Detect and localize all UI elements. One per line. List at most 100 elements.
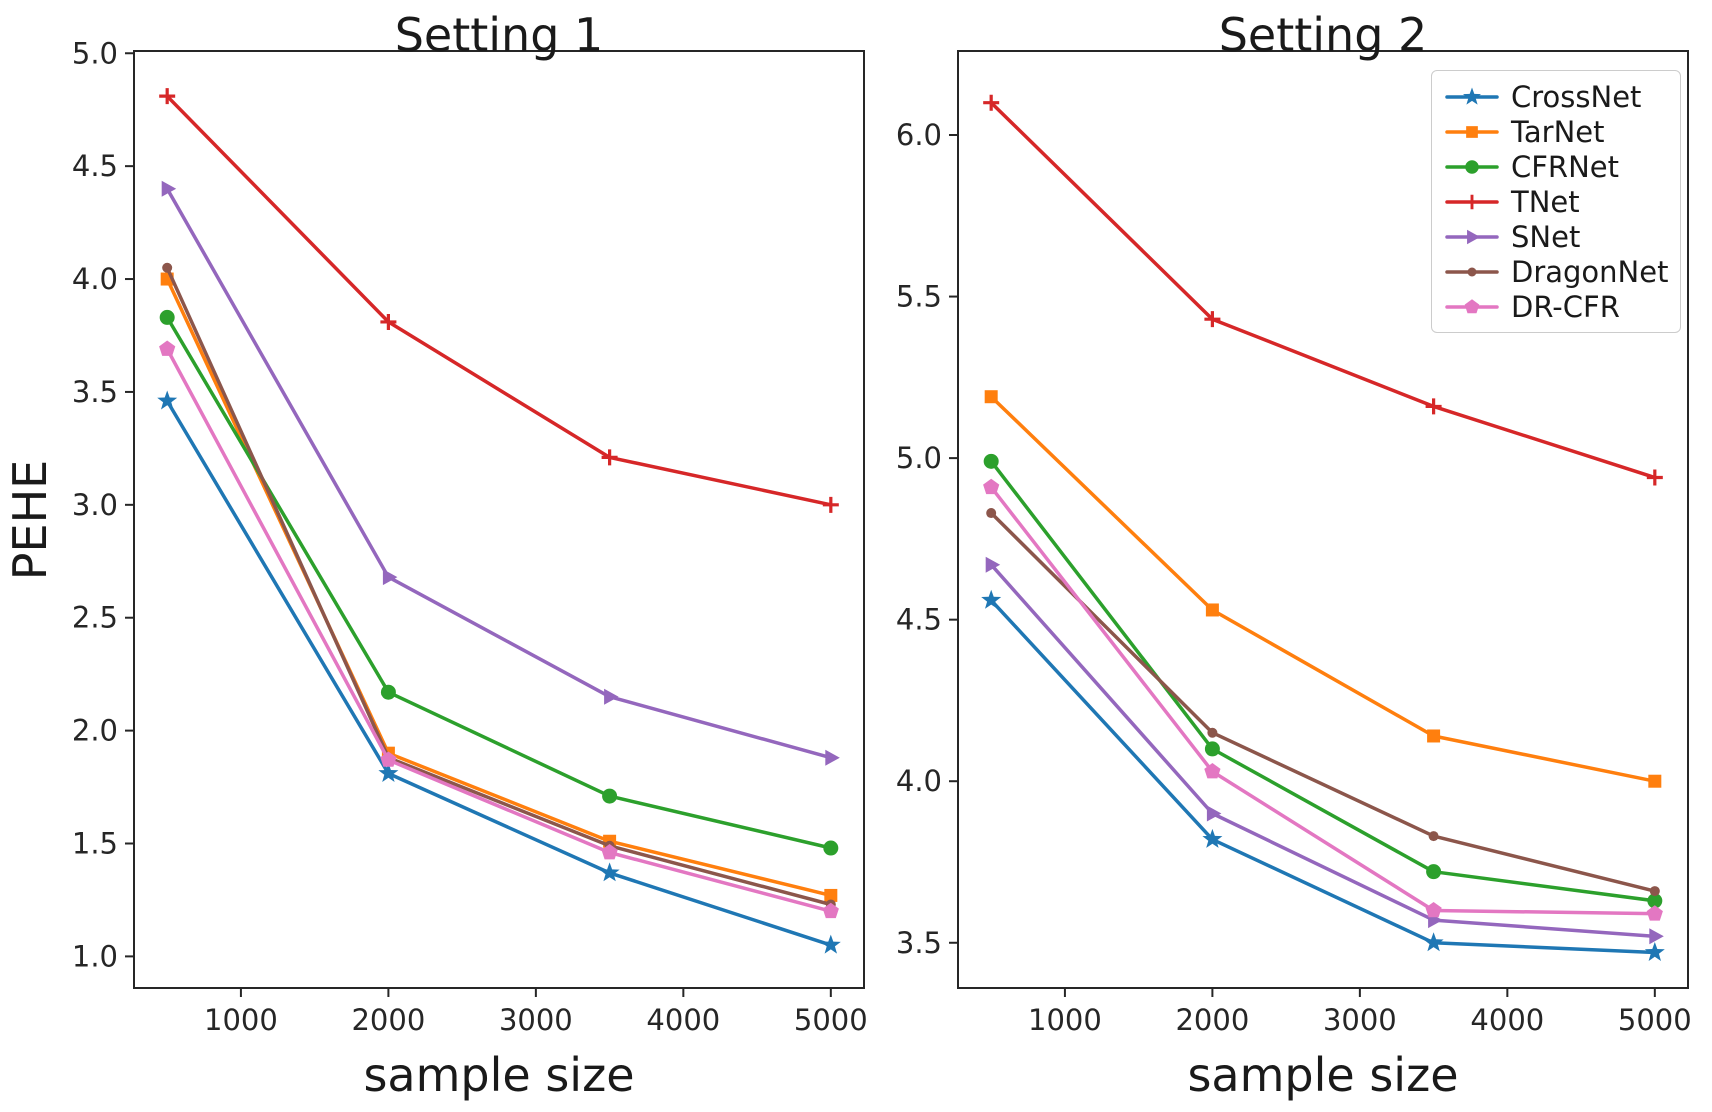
marker-DragonNet-5000 (1649, 886, 1660, 897)
x-tick-label: 5000 (794, 1003, 868, 1037)
marker-CFRNet-5000 (1647, 893, 1663, 909)
marker-SNet-500 (161, 180, 177, 197)
marker-DR-CFR-5000 (1646, 905, 1663, 921)
x-tick-label: 5000 (1618, 1003, 1692, 1037)
marker-DR-CFR-3500 (601, 844, 618, 860)
y-tick-label: 2.5 (72, 601, 118, 635)
y-tick-label: 4.5 (896, 603, 942, 637)
circle-marker (380, 684, 396, 700)
legend-circle-icon (1445, 159, 1499, 174)
marker-CFRNet-2000 (380, 684, 396, 700)
star-marker (599, 862, 620, 882)
marker-DR-CFR-5000 (822, 902, 839, 919)
x-tick-label: 4000 (1470, 1003, 1544, 1037)
marker-DR-CFR-500 (159, 340, 176, 356)
pentagon-marker (983, 478, 1000, 495)
y-tick-label: 5.0 (72, 36, 118, 70)
marker-TarNet-5000 (1648, 774, 1662, 788)
triangle-right-marker (604, 688, 619, 705)
series-line-TarNet (989, 394, 1657, 783)
marker-CrossNet-2000 (1202, 828, 1223, 848)
x-tick-label: 1000 (204, 1003, 278, 1037)
y-tick-label: 4.0 (896, 764, 942, 798)
marker-DR-CFR-2000 (380, 751, 397, 767)
marker-SNet-2000 (1206, 805, 1222, 822)
axes-setting-2: 1000 2000 3000 4000 5000 3.5 4.0 4.5 5.0 5.5 6.0 (896, 50, 1692, 1037)
marker-CFRNet-500 (983, 453, 999, 469)
marker-DragonNet-2000 (1207, 727, 1218, 738)
marker-SNet-5000 (825, 749, 840, 766)
y-tick-label: 6.0 (896, 118, 942, 152)
x-tick-label: 3000 (499, 1003, 573, 1037)
marker-CFRNet-3500 (1426, 864, 1442, 880)
circle-marker (1647, 893, 1663, 909)
star-marker (1202, 828, 1223, 848)
series-line-SNet (165, 186, 833, 760)
marker-CFRNet-3500 (602, 788, 618, 804)
plus-marker (822, 496, 839, 513)
plus-marker (601, 449, 618, 466)
star-marker (1463, 87, 1481, 105)
y-tick-label: 3.5 (896, 926, 942, 960)
marker-SNet-5000 (1649, 928, 1664, 945)
axes-setting-1: 1000 2000 3000 4000 5000 1.0 1.5 2.0 2.5 3.0 3.5 4.… (72, 36, 868, 1037)
marker-CrossNet-3500 (599, 862, 620, 882)
dot-marker (986, 508, 997, 519)
x-tick-label: 4000 (646, 1003, 720, 1037)
series-line-DragonNet (989, 511, 1657, 893)
y-axis-label-pehe: PEHE (3, 459, 57, 581)
marker-DragonNet-500 (162, 262, 173, 273)
marker-CrossNet-5000 (1644, 942, 1665, 961)
pentagon-marker (159, 340, 176, 356)
series-line-TNet (989, 100, 1657, 480)
y-tick-label: 5.0 (896, 441, 942, 475)
square-marker (1648, 774, 1662, 788)
marker-TarNet-500 (984, 390, 998, 404)
marker-TNet-3500 (601, 449, 618, 466)
x-tick-label: 2000 (1175, 1003, 1249, 1037)
legend-pentagon-icon (1445, 298, 1499, 313)
legend-item-label: TNet (1511, 184, 1580, 219)
marker-TNet-5000 (822, 496, 839, 513)
y-tick-label: 4.0 (72, 262, 118, 296)
triangle-right-marker (1467, 229, 1481, 244)
series-line-DR-CFR (165, 347, 833, 913)
plus-marker (983, 94, 1000, 111)
pentagon-marker (1425, 902, 1442, 918)
y-tick-label: 3.5 (72, 375, 118, 409)
marker-TNet-500 (983, 94, 1000, 111)
plus-marker (159, 88, 176, 105)
x-axis-label-left: sample size (363, 1048, 635, 1102)
legend-item-cfrnet: CFRNet (1445, 149, 1667, 184)
dot-marker (1207, 727, 1218, 738)
series-line-CrossNet (165, 399, 833, 947)
marker-DR-CFR-500 (983, 478, 1000, 495)
legend-plus-icon (1445, 194, 1499, 209)
triangle-right-marker (985, 556, 1001, 573)
axes-spines (133, 50, 865, 989)
legend-item-label: SNet (1511, 219, 1581, 254)
y-tick-label: 5.5 (896, 280, 942, 314)
y-tick-label: 1.0 (72, 939, 118, 973)
y-tick-label: 2.0 (72, 714, 118, 748)
legend-item-tarnet: TarNet (1445, 114, 1667, 149)
y-tick-label: 4.5 (72, 149, 118, 183)
dot-marker (1467, 267, 1477, 276)
legend-triangle-right-icon (1445, 229, 1499, 244)
circle-marker (159, 309, 175, 325)
marker-TNet-5000 (1646, 469, 1663, 486)
marker-TNet-2000 (380, 313, 397, 330)
marker-TarNet-5000 (824, 888, 838, 902)
legend-dot-icon (1445, 267, 1499, 276)
legend-item-label: CrossNet (1511, 79, 1642, 114)
plus-marker (1425, 398, 1442, 415)
marker-TarNet-3500 (1427, 729, 1441, 743)
x-axis-label-right: sample size (1187, 1048, 1459, 1102)
legend-item-label: DragonNet (1511, 254, 1669, 289)
plot-title-setting-2: Setting 2 (1218, 8, 1428, 62)
plot-title-setting-1: Setting 1 (394, 8, 604, 62)
legend-item-crossnet: CrossNet (1445, 79, 1667, 114)
circle-marker (1426, 864, 1442, 880)
triangle-right-marker (161, 180, 177, 197)
